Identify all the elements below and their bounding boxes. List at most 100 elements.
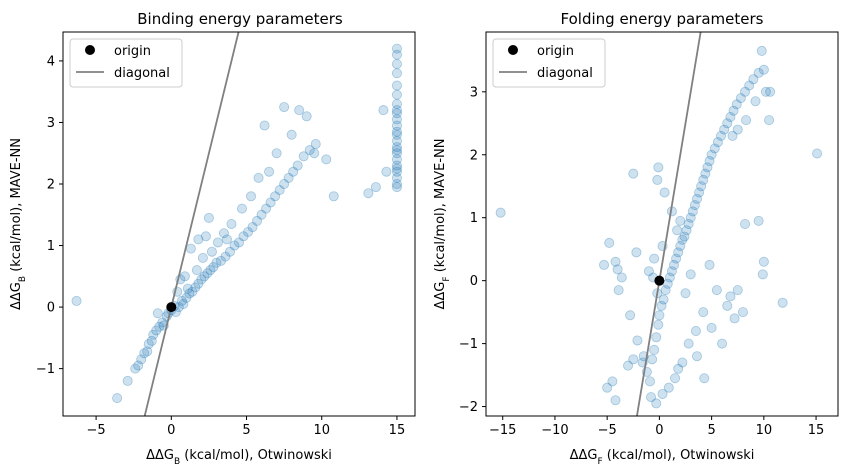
folding-data-point bbox=[744, 80, 755, 91]
binding-data-point bbox=[309, 148, 320, 159]
binding-data-point bbox=[191, 265, 202, 276]
binding-overlays bbox=[143, 32, 240, 416]
binding-data-point bbox=[184, 288, 195, 299]
folding-points bbox=[495, 45, 823, 409]
binding-data-point bbox=[391, 80, 402, 91]
binding-x-tick-label: −5 bbox=[87, 423, 106, 438]
folding-data-point bbox=[699, 373, 710, 384]
binding-data-point bbox=[391, 108, 402, 119]
binding-data-point bbox=[206, 246, 217, 257]
folding-x-tick-label: −15 bbox=[489, 423, 516, 438]
folding-data-point bbox=[658, 294, 669, 305]
binding-data-point bbox=[301, 111, 312, 122]
folding-data-point bbox=[698, 174, 709, 185]
binding-data-point bbox=[199, 271, 210, 282]
folding-data-point bbox=[760, 86, 771, 97]
folding-data-point bbox=[700, 168, 711, 179]
binding-data-point bbox=[298, 151, 309, 162]
folding-x-tick-label: 15 bbox=[808, 423, 825, 438]
folding-data-point bbox=[653, 162, 664, 173]
folding-data-point bbox=[670, 373, 681, 384]
binding-data-point bbox=[146, 335, 157, 346]
folding-data-point bbox=[685, 269, 696, 280]
folding-data-point bbox=[613, 285, 624, 296]
folding-data-point bbox=[663, 382, 674, 393]
binding-data-point bbox=[226, 218, 237, 229]
folding-legend: origin diagonal bbox=[492, 38, 606, 88]
binding-x-label-main: ΔΔG bbox=[146, 448, 174, 463]
binding-data-point bbox=[391, 68, 402, 79]
folding-data-point bbox=[704, 156, 715, 167]
folding-data-point bbox=[719, 124, 730, 135]
binding-data-point bbox=[202, 268, 213, 279]
folding-data-point bbox=[706, 149, 717, 160]
folding-data-point bbox=[656, 300, 667, 311]
folding-data-point bbox=[646, 392, 657, 403]
binding-data-point bbox=[196, 274, 207, 285]
folding-data-point bbox=[689, 200, 700, 211]
folding-data-point bbox=[677, 357, 688, 368]
folding-data-point bbox=[669, 259, 680, 270]
binding-data-point bbox=[178, 298, 189, 309]
binding-data-point bbox=[391, 129, 402, 140]
folding-data-point bbox=[722, 118, 733, 129]
binding-data-point bbox=[224, 246, 235, 257]
folding-data-point bbox=[716, 130, 727, 141]
folding-data-point bbox=[666, 266, 677, 277]
binding-x-tick-label: 0 bbox=[167, 423, 175, 438]
binding-data-point bbox=[200, 231, 211, 242]
binding-data-point bbox=[233, 237, 244, 248]
folding-data-point bbox=[737, 307, 748, 318]
folding-data-point bbox=[647, 354, 658, 365]
binding-data-point bbox=[270, 191, 281, 202]
folding-x-label-main: ΔΔG bbox=[570, 448, 598, 463]
folding-x-axis-label: ΔΔGF (kcal/mol), Otwinowski bbox=[570, 448, 755, 467]
binding-chart-title: Binding energy parameters bbox=[137, 10, 343, 28]
folding-data-point bbox=[654, 310, 665, 321]
binding-data-point bbox=[264, 166, 275, 177]
folding-legend-origin-label: origin bbox=[537, 44, 574, 59]
binding-data-point bbox=[154, 321, 165, 332]
binding-data-point bbox=[363, 188, 374, 199]
binding-data-point bbox=[391, 105, 402, 116]
folding-data-point bbox=[677, 234, 688, 245]
folding-chart-panel: Folding energy parameters −15 −10 −5 0 5 10 15… bbox=[433, 10, 839, 467]
folding-x-tick-label: 10 bbox=[756, 423, 773, 438]
folding-data-point bbox=[727, 130, 738, 141]
binding-x-tick-label: 10 bbox=[313, 423, 330, 438]
binding-data-point bbox=[238, 231, 249, 242]
binding-data-point bbox=[112, 393, 123, 404]
binding-legend-box bbox=[69, 38, 183, 88]
binding-data-point bbox=[391, 148, 402, 159]
binding-data-point bbox=[381, 166, 392, 177]
binding-data-point bbox=[215, 255, 226, 266]
folding-data-point bbox=[610, 256, 621, 267]
folding-data-point bbox=[690, 326, 701, 337]
binding-x-label-suffix: (kcal/mol), Otwinowski bbox=[180, 448, 332, 463]
folding-x-tick-label: −10 bbox=[541, 423, 568, 438]
binding-data-point bbox=[133, 360, 144, 371]
binding-data-point bbox=[391, 163, 402, 174]
binding-data-point bbox=[190, 282, 201, 293]
binding-data-point bbox=[205, 265, 216, 276]
folding-chart-title: Folding energy parameters bbox=[561, 10, 764, 28]
folding-plot-frame bbox=[485, 31, 839, 417]
binding-data-point bbox=[391, 182, 402, 193]
folding-data-point bbox=[673, 247, 684, 258]
binding-data-point bbox=[229, 240, 240, 251]
folding-x-label-sub: F bbox=[597, 457, 602, 467]
binding-data-point bbox=[391, 142, 402, 153]
folding-data-point bbox=[631, 247, 642, 258]
binding-data-point bbox=[130, 363, 141, 374]
folding-data-point bbox=[712, 137, 723, 148]
binding-data-point bbox=[391, 49, 402, 60]
binding-y-tick-label: 3 bbox=[47, 116, 55, 131]
binding-y-tick-label: 1 bbox=[47, 239, 55, 254]
binding-data-point bbox=[252, 215, 263, 226]
folding-data-point bbox=[732, 285, 743, 296]
binding-data-point bbox=[197, 252, 208, 263]
folding-y-tick-label: −1 bbox=[459, 337, 478, 352]
binding-data-point bbox=[391, 126, 402, 137]
binding-data-point bbox=[208, 262, 219, 273]
